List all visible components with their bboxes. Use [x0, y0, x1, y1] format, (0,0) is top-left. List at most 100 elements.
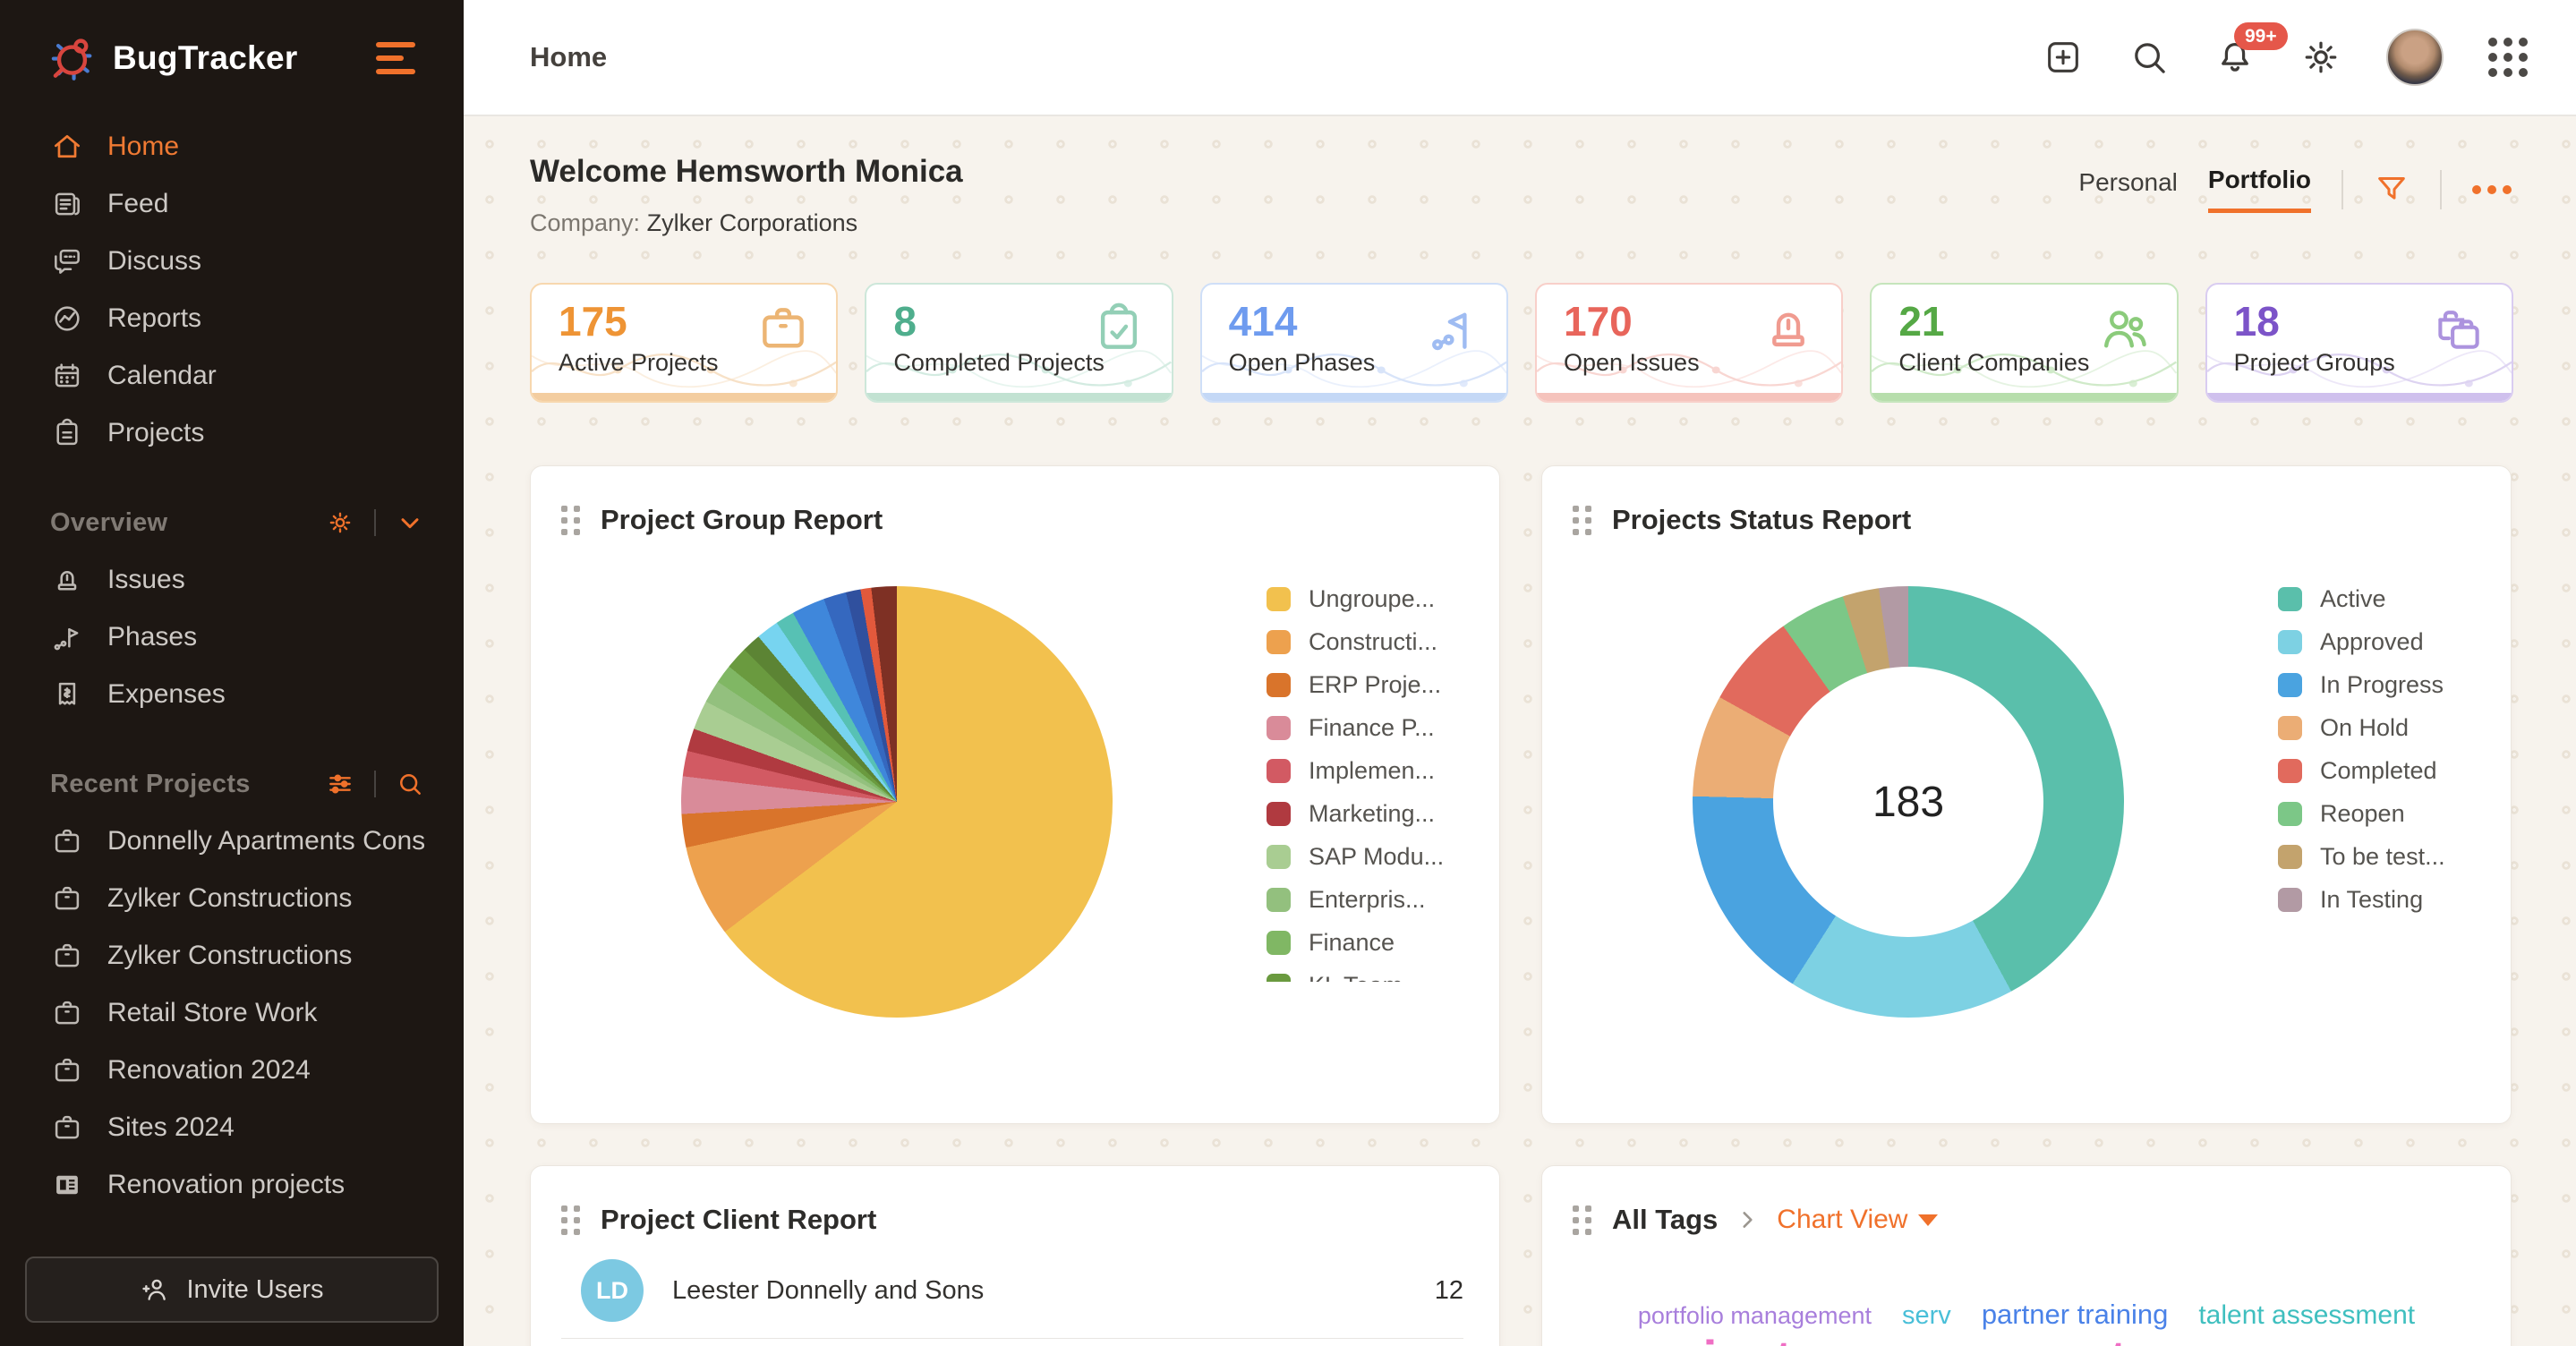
overview-chevron-down-icon[interactable]: [396, 508, 424, 537]
legend-item-on-hold[interactable]: On Hold: [2278, 706, 2502, 749]
sidebar-item-expenses[interactable]: Expenses: [0, 666, 464, 723]
legend-item-in-testing[interactable]: In Testing: [2278, 878, 2502, 921]
stat-accent-bar: [2207, 393, 2512, 401]
legend-item-sap-modu[interactable]: SAP Modu...: [1267, 835, 1490, 878]
stat-card-active-projects[interactable]: 175Active Projects: [530, 283, 838, 403]
sidebar-item-projects[interactable]: Projects: [0, 405, 464, 462]
user-avatar[interactable]: [2386, 29, 2444, 86]
legend-item-completed[interactable]: Completed: [2278, 749, 2502, 792]
stat-value: 21: [1898, 297, 1944, 345]
divider: [374, 771, 376, 797]
legend-item-in-progress[interactable]: In Progress: [2278, 663, 2502, 706]
projects-status-donut-chart[interactable]: 183: [1693, 586, 2124, 1018]
stat-card-client-companies[interactable]: 21Client Companies: [1870, 283, 2178, 403]
drag-handle-icon[interactable]: [561, 506, 581, 535]
drag-handle-icon[interactable]: [561, 1205, 581, 1235]
legend-item-finance-p[interactable]: Finance P...: [1267, 706, 1490, 749]
project-group-legend: Ungroupe... Constructi... ERP Proje... Fina…: [1267, 577, 1490, 982]
apps-grid-icon[interactable]: [2488, 38, 2528, 77]
sidebar-item-home[interactable]: Home: [0, 118, 464, 175]
drag-handle-icon[interactable]: [1573, 1205, 1592, 1235]
legend-item-constructi[interactable]: Constructi...: [1267, 620, 1490, 663]
legend-label: ERP Proje...: [1309, 671, 1441, 699]
sidebar-item-phases[interactable]: Phases: [0, 609, 464, 666]
filter-sliders-icon[interactable]: [326, 770, 354, 798]
tag-word-partner-training[interactable]: partner training: [1982, 1300, 2169, 1328]
legend-item-finance[interactable]: Finance: [1267, 921, 1490, 964]
legend-label: Ungroupe...: [1309, 585, 1435, 613]
stat-value: 175: [559, 297, 627, 345]
legend-label: On Hold: [2320, 714, 2409, 742]
legend-item-enterpris[interactable]: Enterpris...: [1267, 878, 1490, 921]
notifications-bell-icon[interactable]: 99+: [2214, 37, 2256, 78]
tag-word-serv[interactable]: serv: [1902, 1303, 1951, 1329]
sidebar-item-feed[interactable]: Feed: [0, 175, 464, 233]
legend-item-implemen[interactable]: Implemen...: [1267, 749, 1490, 792]
recent-project-renovation-2024[interactable]: Renovation 2024: [0, 1042, 464, 1099]
sidebar-item-reports[interactable]: Reports: [0, 290, 464, 347]
filter-funnel-icon[interactable]: [2374, 172, 2410, 208]
stats-row: 175Active Projects8Completed Projects414…: [530, 283, 2513, 403]
tab-portfolio[interactable]: Portfolio: [2208, 166, 2311, 213]
stat-card-open-issues[interactable]: 170Open Issues: [1535, 283, 1843, 403]
legend-item-approved[interactable]: Approved: [2278, 620, 2502, 663]
more-options-icon[interactable]: [2472, 185, 2512, 194]
recent-project-renovation-projects[interactable]: Renovation projects: [0, 1156, 464, 1214]
tag-word-talent-assessment[interactable]: talent assessment: [2198, 1302, 2415, 1329]
label: Home: [107, 132, 179, 162]
company-label: Company:: [530, 209, 640, 236]
briefcase-icon: [50, 1111, 84, 1145]
stat-accent-bar: [1872, 393, 2176, 401]
legend-item-to-be-test[interactable]: To be test...: [2278, 835, 2502, 878]
legend-item-kl-team[interactable]: KL Team: [1267, 964, 1490, 982]
client-row[interactable]: LD Leester Donnelly and Sons 12: [561, 1259, 1463, 1322]
tab-personal[interactable]: Personal: [2078, 168, 2178, 211]
legend-item-reopen[interactable]: Reopen: [2278, 792, 2502, 835]
recent-project-zylker-constructions[interactable]: Zylker Constructions: [0, 927, 464, 984]
legend-swatch: [2278, 587, 2302, 611]
sidebar-item-discuss[interactable]: Discuss: [0, 233, 464, 290]
briefcase-icon: [50, 882, 84, 916]
settings-gear-icon[interactable]: [2300, 37, 2341, 78]
tag-word-cloud[interactable]: portfolio management serv partner training…: [1542, 1300, 2511, 1346]
stat-card-open-phases[interactable]: 414Open Phases: [1200, 283, 1508, 403]
stat-accent-bar: [866, 393, 1171, 401]
issues-icon: [50, 563, 84, 597]
recent-project-donnelly-apartments-cons[interactable]: Donnelly Apartments Cons: [0, 813, 464, 870]
invite-users-button[interactable]: Invite Users: [25, 1257, 439, 1323]
drag-handle-icon[interactable]: [1573, 506, 1592, 535]
chart-view-dropdown[interactable]: Chart View: [1777, 1205, 1938, 1235]
sidebar-item-issues[interactable]: Issues: [0, 551, 464, 609]
sidebar-item-calendar[interactable]: Calendar: [0, 347, 464, 405]
legend-item-marketing[interactable]: Marketing...: [1267, 792, 1490, 835]
clipboard-check-icon: [1089, 299, 1148, 358]
stat-value: 18: [2234, 297, 2280, 345]
project-search-icon[interactable]: [396, 770, 424, 798]
legend-item-ungroupe[interactable]: Ungroupe...: [1267, 577, 1490, 620]
recent-project-sites-2024[interactable]: Sites 2024: [0, 1099, 464, 1156]
legend-swatch: [1267, 630, 1291, 654]
tag-word-portfolio-management[interactable]: portfolio management: [1638, 1304, 1872, 1328]
overview-settings-gear-icon[interactable]: [326, 508, 354, 537]
project-group-pie-chart[interactable]: [681, 586, 1113, 1018]
notification-badge: 99+: [2234, 22, 2288, 50]
sidebar: BugTracker HomeFeedDiscussReportsCalenda…: [0, 0, 464, 1346]
tag-word-project-management[interactable]: project management: [1619, 1334, 2127, 1346]
legend-label: Enterpris...: [1309, 886, 1426, 914]
welcome-block: Welcome Hemsworth Monica Company: Zylker…: [530, 154, 963, 237]
add-new-icon[interactable]: [2043, 37, 2084, 78]
legend-item-active[interactable]: Active: [2278, 577, 2502, 620]
stat-card-completed-projects[interactable]: 8Completed Projects: [865, 283, 1173, 403]
stat-label: Open Issues: [1564, 349, 1700, 377]
invite-users-label: Invite Users: [186, 1275, 323, 1305]
recent-project-retail-store-work[interactable]: Retail Store Work: [0, 984, 464, 1042]
search-icon[interactable]: [2128, 37, 2170, 78]
legend-swatch: [1267, 888, 1291, 912]
chevron-right-icon: [1736, 1208, 1759, 1231]
sidebar-collapse-icon[interactable]: [376, 42, 415, 74]
briefcases-icon: [2429, 299, 2488, 358]
legend-item-erp-proje[interactable]: ERP Proje...: [1267, 663, 1490, 706]
stat-card-project-groups[interactable]: 18Project Groups: [2205, 283, 2513, 403]
legend-label: Completed: [2320, 757, 2437, 785]
recent-project-zylker-constructions[interactable]: Zylker Constructions: [0, 870, 464, 927]
